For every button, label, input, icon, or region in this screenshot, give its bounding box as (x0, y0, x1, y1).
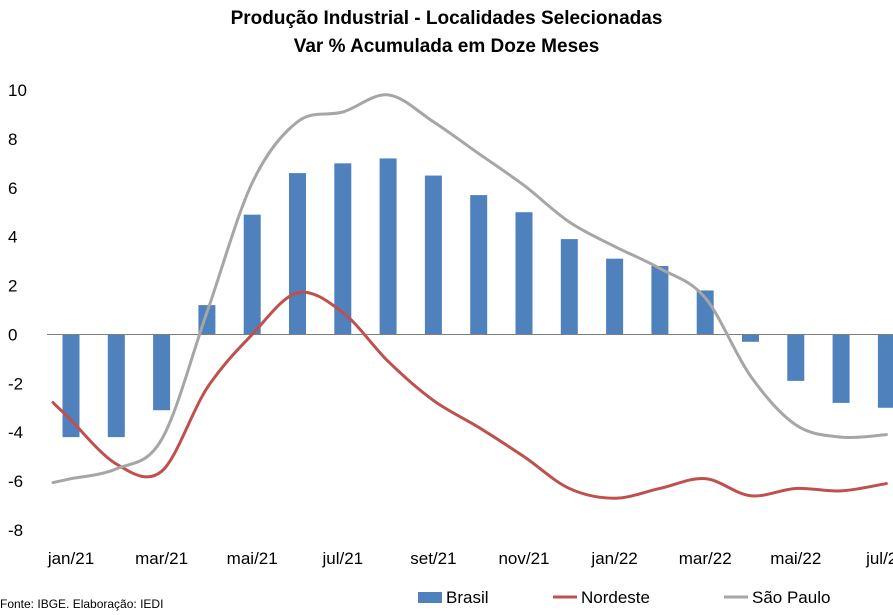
x-tick-label: jul/22 (865, 549, 893, 568)
y-tick-label: 6 (8, 179, 17, 198)
legend: Brasil Nordeste São Paulo (418, 588, 830, 607)
x-axis-ticks: jan/21 mar/21 mai/21 jul/21 set/21 nov/21 jan/… (47, 549, 893, 568)
legend-swatch-brasil (418, 592, 442, 603)
y-tick-label: -6 (8, 472, 23, 491)
legend-label-nordeste: Nordeste (581, 588, 650, 607)
bar-brasil (742, 334, 759, 342)
chart-subtitle: Var % Acumulada em Doze Meses (293, 36, 600, 57)
y-tick-label: -8 (8, 521, 23, 540)
bar-brasil (334, 163, 352, 335)
y-tick-label: -2 (8, 374, 23, 393)
x-tick-label: mar/22 (679, 549, 732, 568)
bar-brasil (470, 195, 488, 335)
bar-brasil (877, 334, 893, 408)
y-tick-label: 2 (8, 277, 17, 296)
source-note: Fonte: IBGE. Elaboração: IEDI (0, 597, 164, 611)
legend-label-brasil: Brasil (446, 588, 489, 607)
x-tick-label: mai/21 (227, 549, 278, 568)
bar-brasil (424, 175, 442, 335)
x-tick-label: nov/21 (498, 549, 549, 568)
bar-brasil (832, 334, 850, 403)
line-sao-paulo (51, 93, 888, 485)
x-tick-label: jul/21 (321, 549, 363, 568)
x-tick-label: jan/21 (47, 549, 94, 568)
bar-brasil (515, 212, 533, 335)
bar-brasil (560, 239, 578, 335)
bar-brasil (651, 266, 669, 335)
bar-brasil (243, 214, 261, 335)
bar-brasil (62, 334, 80, 438)
y-tick-label: 0 (8, 325, 17, 344)
y-axis-ticks: 10 8 6 4 2 0 -2 -4 -6 -8 (8, 81, 27, 540)
line-nordeste (51, 290, 888, 500)
y-tick-label: 8 (8, 130, 17, 149)
bars-brasil (62, 158, 893, 438)
series-lines (51, 93, 888, 500)
x-tick-label: jan/22 (590, 549, 637, 568)
x-tick-label: set/21 (410, 549, 456, 568)
x-tick-label: mar/21 (135, 549, 188, 568)
chart-title: Produção Industrial - Localidades Seleci… (230, 8, 663, 29)
bar-brasil (107, 334, 125, 438)
legend-label-sao-paulo: São Paulo (752, 588, 830, 607)
bar-brasil (153, 334, 171, 411)
bar-brasil (787, 334, 805, 381)
x-tick-label: mai/22 (770, 549, 821, 568)
y-tick-label: -4 (8, 423, 23, 442)
bar-brasil (379, 158, 397, 335)
y-tick-label: 10 (8, 81, 27, 100)
y-tick-label: 4 (8, 228, 17, 247)
bar-brasil (289, 173, 306, 335)
bar-brasil (606, 258, 624, 335)
